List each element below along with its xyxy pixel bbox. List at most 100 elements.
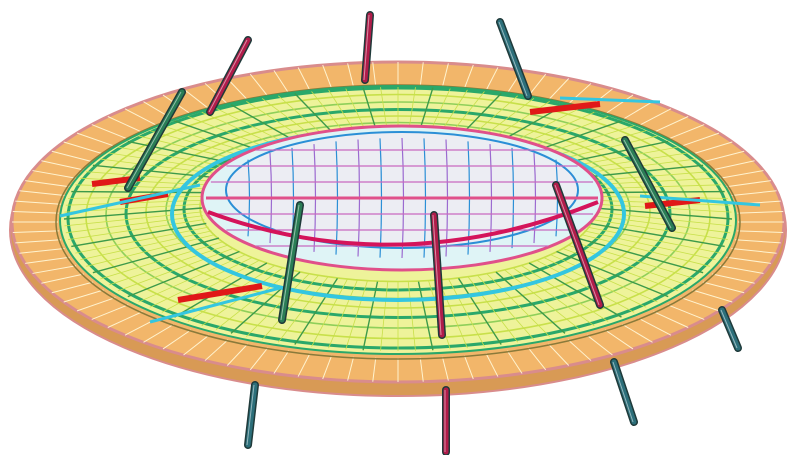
outer-ring-radial [249,347,269,371]
outer-ring-radial [347,356,355,381]
outer-ring-radial [667,124,705,140]
outer-ring-radial [273,350,290,374]
outer-ring-radial [653,311,689,328]
grid-ring-radial [362,281,379,351]
red-truss-segment [529,101,601,115]
outer-ring-radial [604,94,634,115]
grid-ring-radial [100,241,224,280]
grid-ring-radial [495,271,566,334]
outer-ring-radial [76,132,116,147]
outer-ring-radial [107,311,143,328]
outer-ring-radial [719,265,764,274]
mast [279,202,303,323]
outer-ring-radial [726,256,771,264]
outer-ring-radial [15,239,61,244]
outer-ring-radial [297,353,311,377]
grid-ring-radial [80,230,212,261]
grid-ring-radial [576,237,704,274]
outer-ring-radial [32,170,77,179]
grid-ring-radial [71,190,207,194]
grid-ring-radial [65,199,204,206]
grid-ring-radial [457,277,502,345]
mast [431,212,445,338]
outer-ring-radial [702,281,745,294]
outer-ring-radial [731,190,777,196]
grid-ring-radial [246,273,310,337]
outer-ring-radial [25,256,70,264]
outer-ring-radial [548,343,570,366]
mast [125,89,185,191]
mast-highlight [720,309,738,349]
mast [622,137,675,231]
grid-ring-radial [512,267,595,327]
grid-ring-radial [127,250,240,298]
outer-ring-radial [621,323,653,343]
outer-ring-radial [107,116,143,133]
grid-ring-radial [417,281,434,351]
mast [362,12,373,83]
grid-ring-radial [438,280,468,349]
outer-ring-radial [63,289,104,303]
grid-ring-radial [550,254,658,303]
outer-ring-radial [162,329,192,350]
grid-ring-radial [448,279,485,347]
outer-ring-radial [91,304,129,320]
outer-ring-radial [322,64,333,89]
outer-ring-radial [667,304,705,320]
outer-ring-radial [463,355,474,380]
outer-ring-radial [737,230,784,233]
cyan-truss-segment [559,96,661,104]
mast-highlight [208,39,248,113]
grid-ring-radial [149,257,253,308]
outer-ring-radial [41,273,84,284]
outer-ring-radial [183,88,210,110]
mast-highlight [498,21,528,97]
mast [497,19,531,99]
mast-highlight [280,204,300,321]
grid-ring-radial [584,230,716,261]
outer-ring-radial [32,265,77,274]
outer-ring-radial [586,334,613,356]
outer-ring-radial [372,357,377,382]
outer-ring-radial [183,334,210,356]
outer-ring-radial [737,211,784,214]
grid-ring-radial [592,215,731,234]
outer-ring-radial [712,160,755,171]
grid-ring-radial [80,177,212,186]
grid-ring-radial [65,215,204,234]
grid-ring-radial [261,275,319,340]
outer-ring-radial [527,347,547,371]
outer-ring-radial [506,350,523,374]
outer-ring-radial [653,116,689,133]
outer-ring-radial [322,355,333,380]
outer-ring-radial [485,353,499,377]
grid-ring-radial [311,279,348,347]
outer-ring-radial [719,170,764,179]
mast [245,382,258,448]
outer-ring-radial [441,63,449,88]
outer-ring-radial [91,124,129,140]
outer-ring-radial [680,297,720,312]
mast-highlight [126,91,182,189]
outer-ring-radial [485,67,499,91]
grid-ring-radial [521,265,609,322]
outer-ring-radial [567,339,592,361]
mast [553,182,603,308]
outer-ring-radial [12,211,59,214]
outer-ring-radial [15,200,61,205]
outer-ring-radial [567,83,592,105]
outer-ring-radial [463,64,474,89]
outer-ring-radial [143,323,175,343]
outer-ring-radial [441,356,449,381]
mast-highlight [554,184,600,306]
outer-ring-radial [726,180,771,188]
outer-ring-radial [419,357,424,382]
inner-edge-truss [207,200,599,247]
outer-ring-radial [204,339,229,361]
outer-ring-radial [19,190,65,196]
grid-ring-radial [591,219,728,241]
grid-ring-radial [580,234,710,267]
grid-ring-radial [64,211,203,227]
mast-highlight [612,361,634,423]
